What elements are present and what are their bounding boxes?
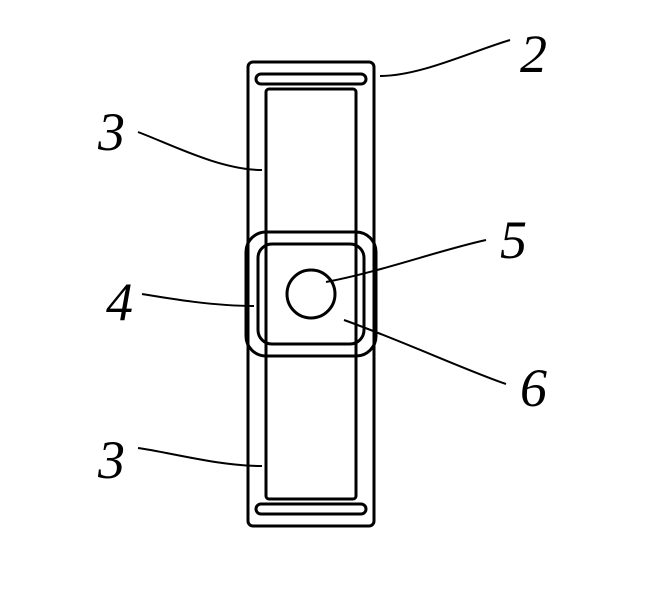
callout-label-5: 5	[500, 210, 527, 270]
engineering-diagram: 2 3 3 4 5 6	[0, 0, 656, 601]
callout-label-4: 4	[106, 272, 133, 332]
callout-label-3: 3	[97, 102, 125, 162]
pulley-body	[246, 62, 376, 526]
bottom-lip	[256, 504, 366, 514]
leader-line-3b	[138, 448, 262, 466]
inner-channel	[266, 89, 356, 499]
bore-circle	[287, 270, 335, 318]
leader-line-5	[326, 240, 486, 282]
callout-label-3b: 3	[97, 430, 125, 490]
callout-label-6: 6	[520, 358, 547, 418]
callout-label-2: 2	[520, 24, 547, 84]
leader-line-2	[380, 40, 510, 76]
hub-inner	[258, 244, 364, 344]
leader-line-3	[138, 132, 262, 170]
top-lip	[256, 74, 366, 84]
callout-layer: 2 3 3 4 5 6	[97, 24, 547, 490]
leader-line-4	[142, 294, 254, 306]
